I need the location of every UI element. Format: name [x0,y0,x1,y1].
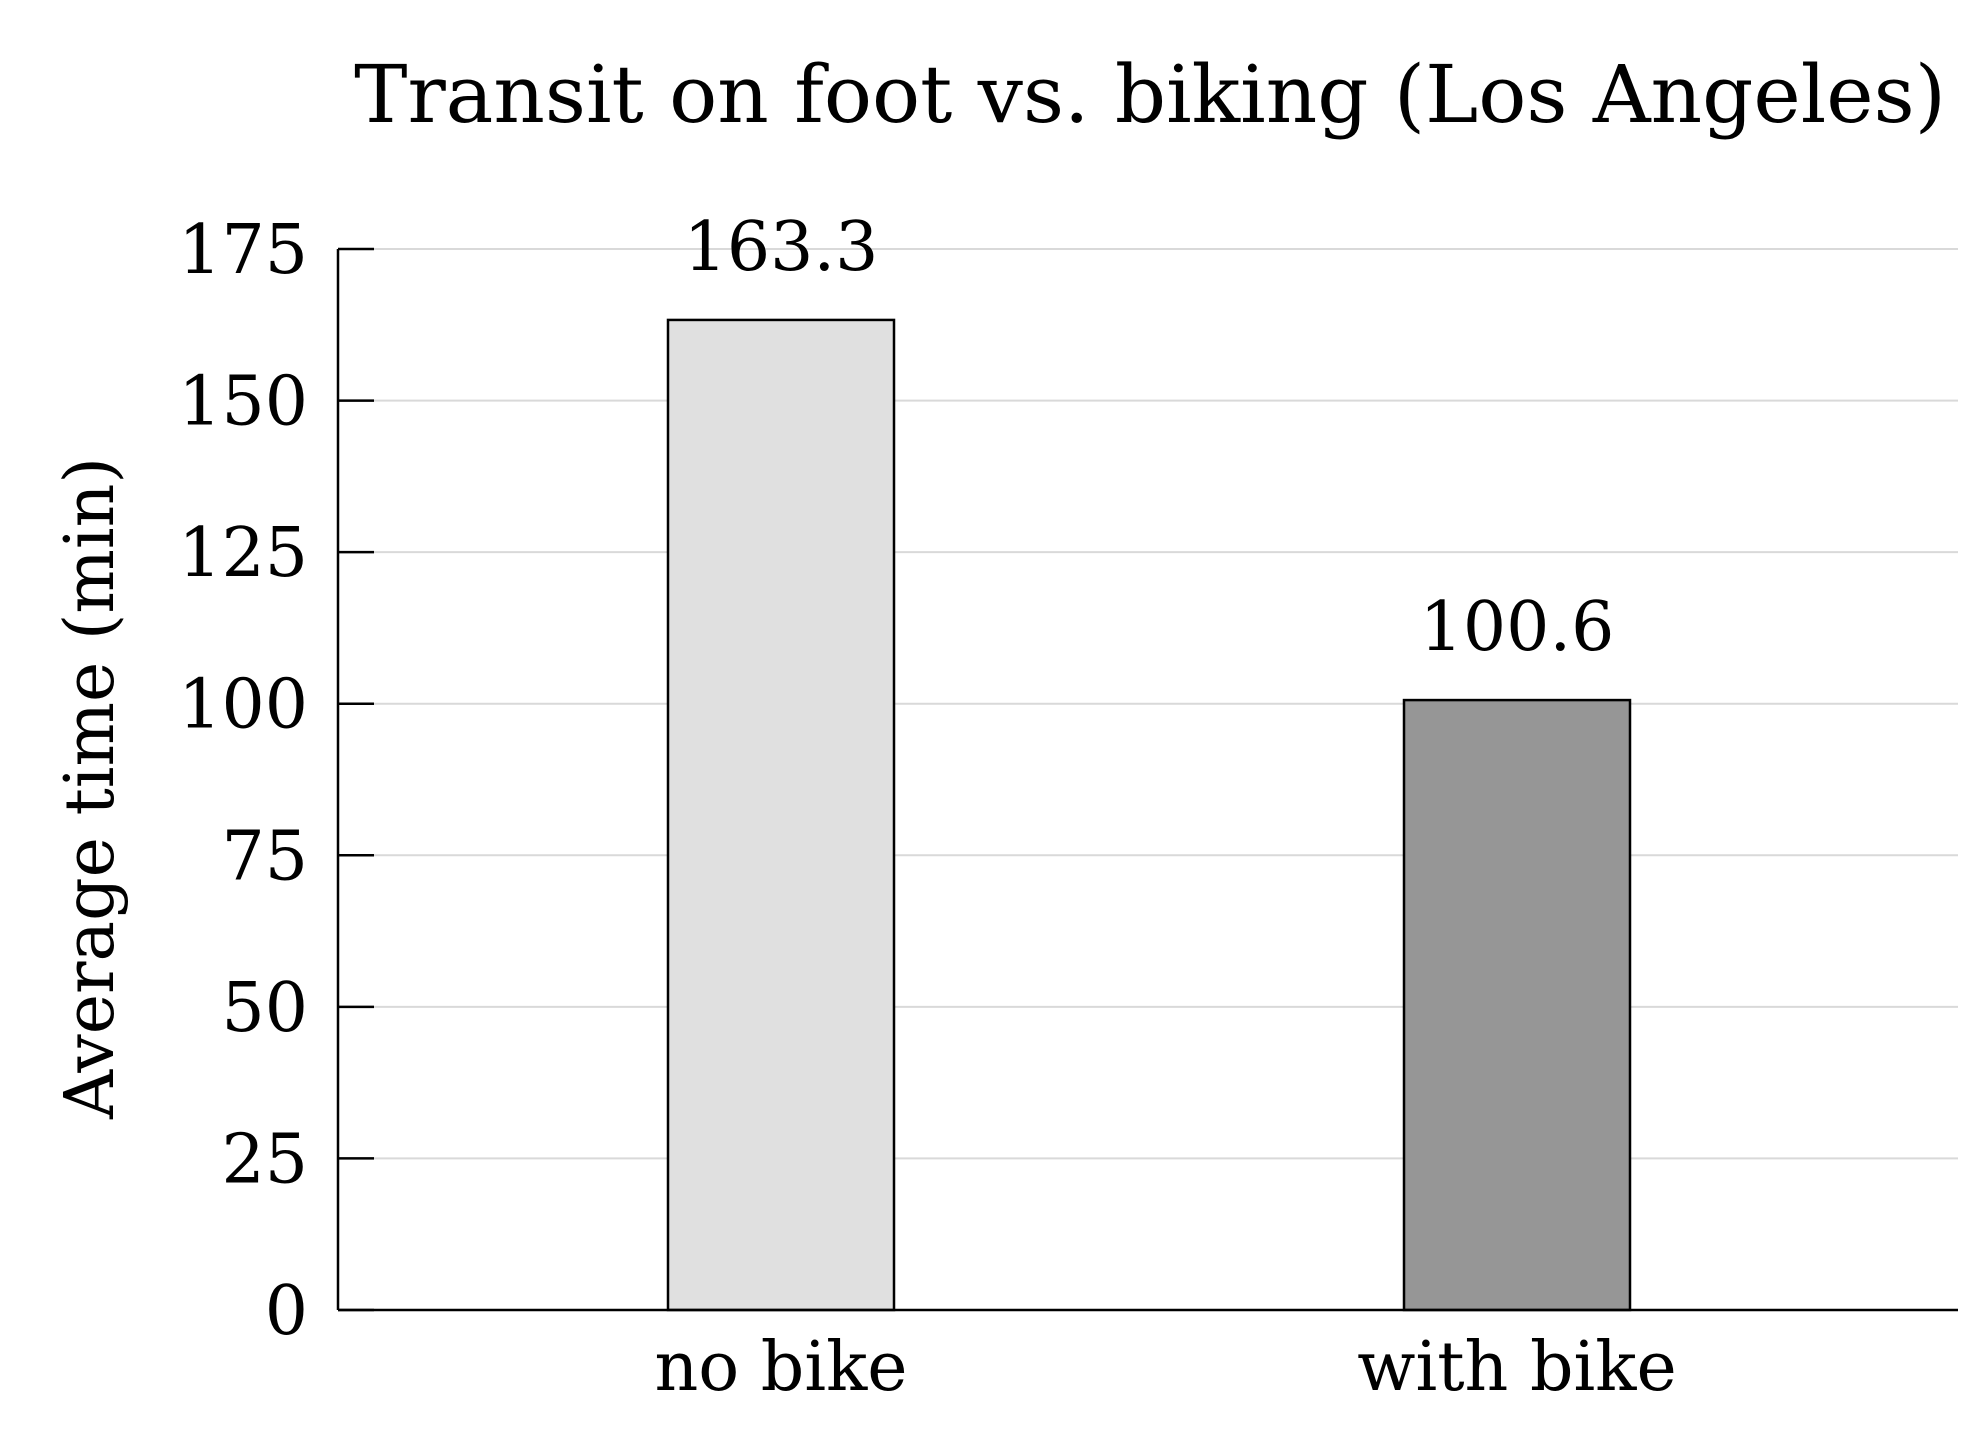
bar-with-bike [1402,698,1632,1312]
y-tick-label-0: 0 [265,1272,308,1351]
y-tick-label-150: 150 [178,363,308,442]
axes [336,247,1958,1312]
bar-no-bike [666,318,896,1312]
chart-title: Transit on foot vs. biking (Los Angeles) [354,48,1946,141]
y-tick-label-75: 75 [221,817,308,896]
y-axis-label: Average time (min) [51,457,130,1120]
y-tick-label-50: 50 [221,969,308,1048]
x-tick-label-with-bike: with bike [1357,1328,1676,1407]
x-tick-label-no-bike: no bike [654,1328,907,1407]
bars [666,318,1632,1312]
labels: 0 25 50 75 100 125 150 175 no bike 163.3 with bike… [178,208,1677,1407]
y-tick-label-100: 100 [178,666,308,745]
data-label-with-bike: 100.6 [1420,588,1615,667]
y-tick-label-125: 125 [178,514,308,593]
y-tick-label-25: 25 [221,1120,308,1199]
gridlines [338,248,1958,1160]
y-tick-label-175: 175 [178,211,308,290]
data-label-no-bike: 163.3 [684,208,879,287]
